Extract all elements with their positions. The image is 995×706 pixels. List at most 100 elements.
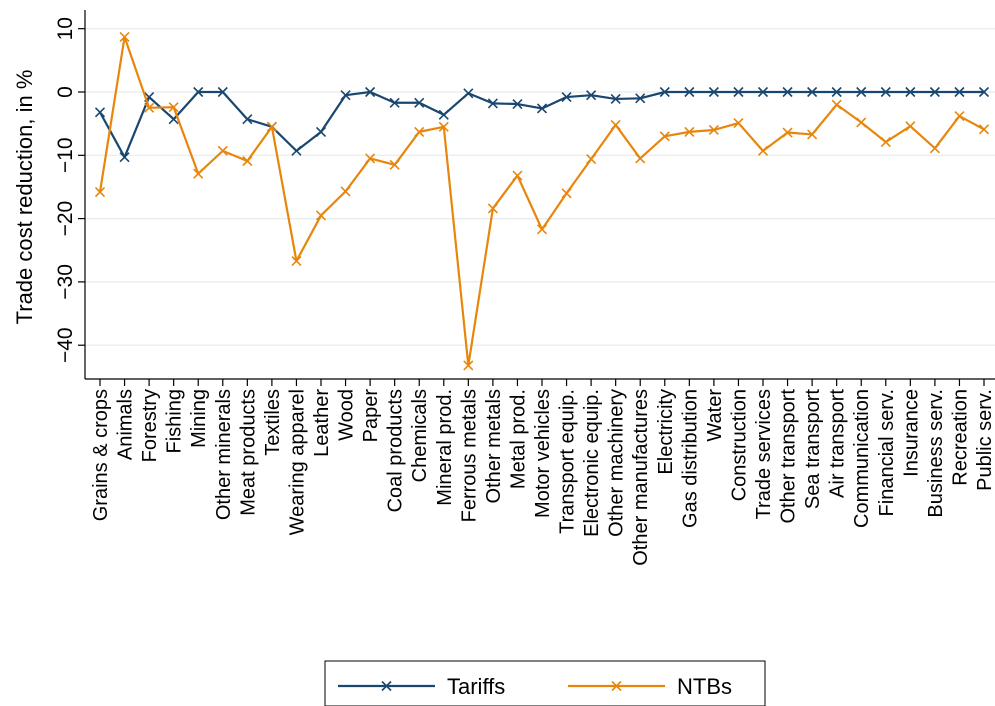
data-point-ntbs [315,210,327,221]
x-tick-label: Other minerals [213,389,235,520]
x-tick-label: Recreation [949,389,971,486]
data-point-tariffs [193,86,204,98]
series-ntbs [94,31,990,371]
series-line-ntbs [98,35,985,367]
x-tick-label: Other transport [778,389,800,524]
legend-item-ntbs: NTBs [568,674,732,699]
data-point-ntbs [536,224,548,235]
series-tariffs [94,86,990,163]
data-point-ntbs [782,127,793,138]
data-point-tariffs [94,107,106,118]
y-tick-label: −40 [54,327,77,363]
y-tick-label: −30 [54,264,77,300]
data-point-ntbs [438,121,449,132]
data-point-tariffs [978,86,990,98]
data-point-tariffs [315,126,327,137]
data-point-ntbs [610,119,621,130]
x-tick-label: Textiles [262,389,284,456]
x-tick-label: Business serv. [925,389,947,518]
data-point-ntbs [635,153,646,164]
x-tick-label: Other machinery [606,389,628,537]
data-point-tariffs [905,86,916,98]
y-tick-label: 10 [54,17,77,40]
data-point-ntbs [291,255,302,267]
data-point-ntbs [561,188,572,199]
data-point-ntbs [807,129,818,140]
data-point-ntbs [512,170,523,181]
x-tick-label: Wearing apparel [286,389,308,535]
x-tick-label: Motor vehicles [532,389,554,518]
data-point-tariffs [463,88,474,99]
data-point-tariffs [659,86,670,98]
data-point-tariffs [757,86,769,98]
data-point-ntbs [119,31,130,42]
y-tick-label: 0 [54,86,77,98]
legend-label: Tariffs [447,674,505,699]
x-tick-label: Public serv. [974,389,995,491]
y-axis-label: Trade cost reduction, in % [12,70,37,325]
x-tick-label: Leather [311,389,333,457]
data-point-tariffs [586,90,597,101]
x-tick-label: Chemicals [409,389,431,482]
x-tick-label: Mining [188,389,210,448]
data-point-ntbs [708,124,719,136]
x-tick-label: Fishing [164,389,186,453]
data-point-tariffs [340,90,351,101]
data-point-tariffs [856,86,867,98]
data-point-tariffs [635,93,646,104]
x-tick-label: Transport equip. [557,389,579,534]
data-point-tariffs [217,86,228,98]
gridlines [85,28,995,346]
data-point-ntbs [168,102,179,113]
x-tick-label: Animals [115,389,137,460]
data-point-ntbs [414,126,425,137]
data-point-tariffs [438,109,449,120]
data-point-tariffs [414,97,425,108]
y-axis-ticks: 10 0 −10 −20 −30 −40 [54,17,85,363]
data-point-tariffs [610,93,621,105]
x-tick-label: Trade services [753,389,775,519]
x-tick-label: Air transport [827,389,849,498]
x-tick-label: Meat products [237,389,259,516]
x-tick-label: Gas distribution [679,389,701,528]
x-axis-ticks: Grains & crops Animals Forestry Fishing Mini… [90,379,995,566]
x-tick-label: Ferrous metals [458,389,480,522]
data-point-ntbs [389,159,400,170]
x-tick-label: Insurance [900,389,922,477]
series-line-tariffs [99,90,984,159]
data-point-tariffs [291,145,302,156]
y-tick-label: −10 [54,137,77,173]
data-point-tariffs [242,114,253,125]
x-tick-label: Water [704,389,726,442]
data-point-ntbs [340,186,351,197]
data-point-tariffs [684,86,695,98]
x-tick-label: Forestry [139,389,161,462]
data-point-tariffs [733,86,744,98]
x-tick-label: Financial serv. [876,389,898,516]
x-tick-label: Wood [336,389,358,441]
x-tick-label: Other metals [483,389,505,503]
x-tick-label: Sea transport [802,389,824,510]
data-point-ntbs [144,102,155,113]
legend-marker [611,680,622,692]
legend-item-tariffs: Tariffs [338,674,505,699]
data-point-tariffs [119,152,130,163]
legend-marker [381,680,392,692]
x-tick-label: Paper [360,389,382,443]
x-tick-label: Mineral prod. [434,389,456,506]
data-point-tariffs [512,98,523,110]
data-point-ntbs [757,145,769,156]
data-point-ntbs [217,145,228,156]
x-tick-label: Grains & crops [90,389,112,521]
x-tick-label: Metal prod. [507,389,529,489]
x-tick-label: Electricity [655,389,677,475]
data-point-tariffs [929,86,940,98]
data-point-ntbs [733,117,744,129]
data-point-ntbs [242,155,253,167]
data-point-tariffs [831,86,842,98]
data-point-ntbs [266,121,277,132]
y-tick-label: −20 [54,201,77,237]
legend: Tariffs NTBs [324,660,766,706]
x-tick-label: Coal products [385,389,407,512]
